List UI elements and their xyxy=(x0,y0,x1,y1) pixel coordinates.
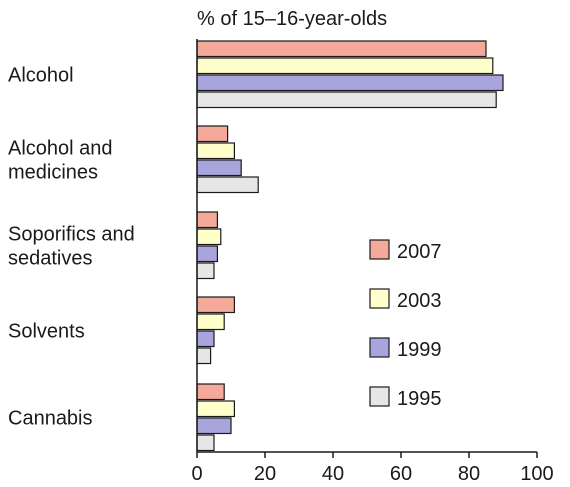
x-tick-label-40: 40 xyxy=(322,463,344,485)
category-label-0-line0: Alcohol xyxy=(8,64,74,86)
legend-swatch-1995 xyxy=(369,386,390,407)
bar-2003-cat2 xyxy=(196,228,222,246)
bar-2003-cat0 xyxy=(196,57,494,75)
bar-2007-cat3 xyxy=(196,296,236,314)
bar-2003-cat1 xyxy=(196,142,236,160)
legend-label-2003: 2003 xyxy=(397,290,442,312)
bar-1995-cat1 xyxy=(196,176,259,194)
bars-group xyxy=(196,40,504,452)
x-tick-label-60: 60 xyxy=(390,463,412,485)
category-label-1-line0: Alcohol and xyxy=(8,137,113,159)
category-label-4-line0: Cannabis xyxy=(8,407,93,429)
category-label-1-line1: medicines xyxy=(8,161,98,183)
bar-1999-cat0 xyxy=(196,74,504,92)
bar-1999-cat1 xyxy=(196,159,242,177)
x-tick-label-100: 100 xyxy=(520,463,553,485)
legend-label-1995: 1995 xyxy=(397,388,442,410)
bar-2007-cat2 xyxy=(196,211,218,229)
bar-1999-cat4 xyxy=(196,417,232,435)
category-label-3-line0: Solvents xyxy=(8,320,85,342)
chart-title: % of 15–16-year-olds xyxy=(197,8,387,30)
legend-swatch-1999 xyxy=(369,337,390,358)
x-tick-label-20: 20 xyxy=(254,463,276,485)
legend: 2007 2003 1999 1995 xyxy=(369,239,442,410)
bar-1999-cat2 xyxy=(196,245,218,263)
category-label-2-line1: sedatives xyxy=(8,247,93,269)
bar-1995-cat3 xyxy=(196,347,212,365)
category-label-2-line0: Soporifics and xyxy=(8,223,135,245)
bar-2003-cat3 xyxy=(196,313,225,331)
legend-label-1999: 1999 xyxy=(397,339,442,361)
x-tick-label-80: 80 xyxy=(458,463,480,485)
x-axis: 0 20 40 60 80 100 xyxy=(191,39,554,485)
bar-1995-cat0 xyxy=(196,91,497,109)
legend-swatch-2007 xyxy=(369,239,390,260)
legend-label-2007: 2007 xyxy=(397,241,442,263)
bar-2007-cat0 xyxy=(196,40,487,58)
bar-1995-cat2 xyxy=(196,262,215,280)
bar-2007-cat1 xyxy=(196,125,229,143)
legend-swatch-2003 xyxy=(369,288,390,309)
bar-1999-cat3 xyxy=(196,330,215,348)
bar-2007-cat4 xyxy=(196,383,225,401)
bar-2003-cat4 xyxy=(196,400,236,418)
x-tick-label-0: 0 xyxy=(191,463,202,485)
bar-1995-cat4 xyxy=(196,434,215,452)
